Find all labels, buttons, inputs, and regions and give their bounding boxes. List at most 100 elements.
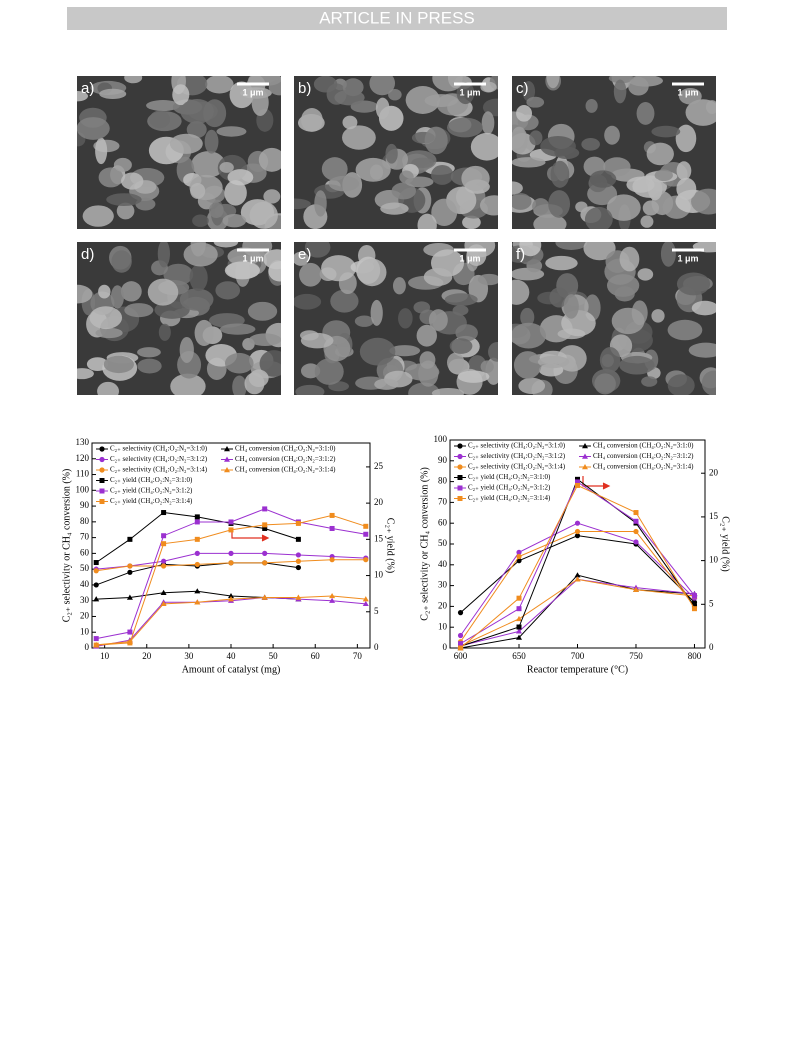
grain — [705, 100, 716, 114]
grain — [321, 157, 348, 181]
scale-label: 1 μm — [677, 87, 698, 97]
grain — [342, 125, 376, 150]
legend-label: C₂₊ yield (CH₄:O₂:N₂=3:1:2) — [468, 484, 551, 492]
grain — [259, 350, 281, 377]
point — [516, 624, 522, 630]
grain — [82, 205, 114, 227]
grain — [563, 294, 579, 319]
point — [295, 536, 301, 542]
grain — [321, 255, 357, 282]
grain — [399, 170, 414, 184]
grain — [545, 255, 578, 271]
grain — [314, 358, 344, 385]
grain — [526, 96, 545, 108]
grain — [116, 202, 135, 220]
grain — [172, 84, 190, 106]
y-tick-label: 130 — [76, 437, 90, 447]
point — [516, 558, 522, 564]
scale-label: 1 μm — [677, 253, 698, 263]
point — [516, 628, 523, 634]
grain — [457, 370, 490, 383]
point — [458, 641, 464, 647]
legend-label: C₂₊ yield (CH₄:O₂:N₂=3:1:0) — [468, 473, 551, 481]
grain — [294, 293, 322, 310]
point — [127, 629, 133, 635]
point — [516, 615, 523, 622]
point — [194, 599, 201, 605]
grain — [549, 287, 569, 308]
grain — [619, 355, 655, 375]
sem-image — [77, 242, 281, 395]
grain — [392, 277, 406, 295]
grain — [158, 323, 171, 341]
grain — [431, 165, 454, 185]
grain — [540, 135, 576, 157]
scale-label: 1 μm — [242, 87, 263, 97]
x-tick-label: 650 — [512, 651, 526, 661]
x-tick-label: 20 — [142, 651, 152, 661]
y2-tick-label: 25 — [374, 461, 384, 471]
point — [633, 528, 639, 535]
grain — [224, 352, 254, 374]
series-line — [96, 595, 366, 646]
grain — [701, 370, 716, 395]
grain — [251, 88, 269, 116]
point — [574, 533, 581, 539]
grain — [191, 151, 226, 178]
series-line — [460, 531, 695, 643]
y2-tick-label: 20 — [709, 467, 719, 477]
y-tick-label: 40 — [80, 579, 90, 589]
legend-marker — [99, 456, 105, 463]
point — [127, 569, 133, 575]
point — [458, 645, 464, 651]
grain — [446, 117, 483, 138]
grain — [512, 279, 530, 305]
y2-tick-label: 15 — [374, 533, 384, 543]
grain — [304, 242, 331, 258]
point — [161, 533, 167, 539]
x-tick-label: 40 — [227, 651, 237, 661]
point — [93, 582, 99, 588]
grain — [614, 286, 635, 302]
series-line — [460, 578, 695, 647]
legend-marker — [457, 453, 463, 460]
point — [262, 550, 268, 556]
grain — [388, 88, 402, 101]
grain — [449, 338, 473, 354]
legend-marker — [457, 485, 463, 491]
grain — [417, 213, 437, 229]
grain — [77, 284, 93, 304]
grain — [190, 182, 206, 199]
y-tick-label: 90 — [80, 500, 90, 510]
legend-label: C₂₊ selectivity (CH₄:O₂:N₂=3:1:2) — [468, 452, 566, 460]
series-line — [96, 514, 366, 646]
grain — [232, 375, 247, 395]
grain — [651, 309, 665, 323]
grain — [637, 268, 654, 281]
point — [329, 597, 336, 603]
y-tick-label: 0 — [85, 642, 90, 652]
legend-marker — [582, 464, 588, 470]
legend-label: C₂₊ yield (CH₄:O₂:N₂=3:1:4) — [468, 494, 551, 502]
point — [228, 527, 234, 533]
grain — [192, 214, 209, 227]
y-tick-label: 90 — [438, 455, 448, 465]
point — [362, 600, 369, 607]
grain — [636, 101, 655, 125]
grain — [299, 262, 322, 287]
y-axis-label: C₂₊ selectivity or CH₄ conversion (%) — [419, 467, 430, 621]
grain — [446, 352, 465, 373]
grain — [548, 190, 571, 218]
header: ARTICLE IN PRESS — [319, 8, 475, 27]
y-tick-label: 60 — [80, 547, 90, 557]
grain — [194, 319, 214, 347]
y-tick-label: 50 — [80, 563, 90, 573]
grain — [208, 202, 224, 219]
point — [262, 522, 268, 528]
point — [126, 594, 133, 600]
y2-tick-label: 20 — [374, 497, 384, 507]
grain — [676, 272, 711, 296]
grain — [370, 299, 383, 326]
legend-marker — [457, 443, 463, 449]
grain — [180, 99, 214, 124]
